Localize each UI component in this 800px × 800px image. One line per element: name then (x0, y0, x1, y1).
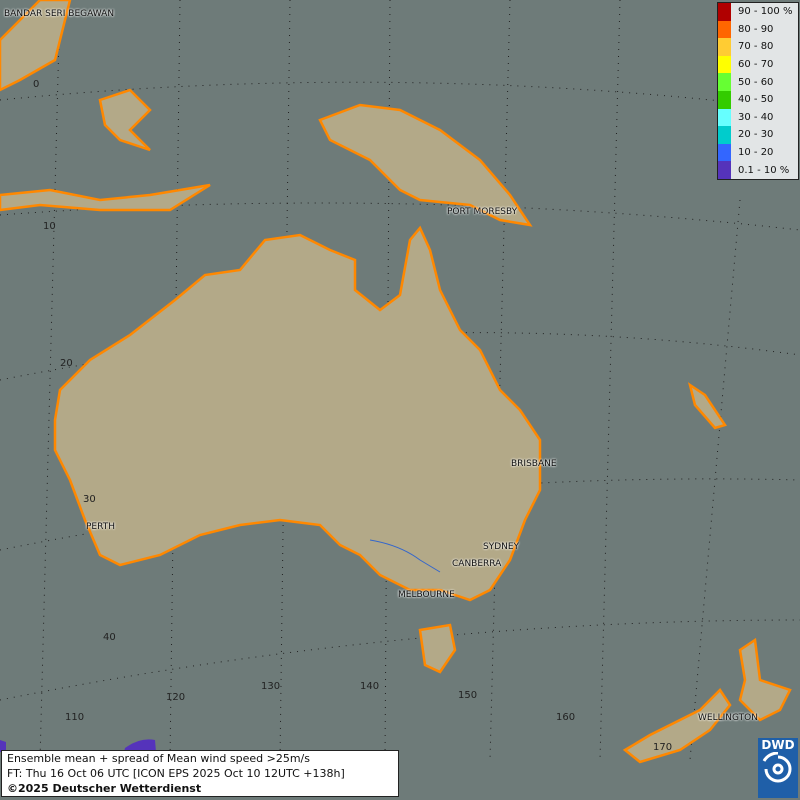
new-zealand-north (738, 637, 792, 722)
legend-item: 90 - 100 % (718, 3, 798, 21)
swirl-icon (762, 751, 792, 783)
tasmania (418, 623, 457, 674)
dwd-logo: DWD (758, 738, 798, 798)
legend-item: 30 - 40 (718, 108, 798, 127)
legend-swatch (718, 55, 731, 74)
city-label: BRISBANE (511, 459, 557, 469)
legend-swatch (718, 38, 731, 56)
lat-label: 10 (43, 221, 56, 232)
legend-label: 50 - 60 (738, 76, 774, 88)
city-label: SYDNEY (483, 542, 520, 552)
legend-item: 20 - 30 (718, 126, 798, 144)
legend-swatch (718, 108, 731, 127)
city-label: PERTH (86, 522, 115, 532)
product-title: Ensemble mean + spread of Mean wind spee… (7, 752, 310, 765)
legend-item: 0.1 - 10 % (718, 161, 798, 179)
legend-swatch (718, 3, 731, 21)
lon-label: 130 (261, 681, 281, 692)
legend-swatch (718, 20, 731, 39)
lon-label: 120 (166, 692, 186, 703)
city-label: MELBOURNE (398, 590, 455, 600)
legend-label: 20 - 30 (738, 129, 774, 141)
legend-swatch (718, 161, 731, 179)
legend-item: 80 - 90 (718, 20, 798, 39)
probability-areas (0, 739, 156, 752)
legend-item: 40 - 50 (718, 90, 798, 109)
legend-item: 60 - 70 (718, 55, 798, 74)
australia (53, 225, 542, 602)
lat-label: 40 (103, 632, 116, 643)
city-label: CANBERRA (452, 559, 502, 569)
legend-label: 90 - 100 % (738, 6, 793, 18)
city-label: BANDAR SERI BEGAWAN (4, 9, 115, 19)
legend-swatch (718, 73, 731, 91)
info-box: Ensemble mean + spread of Mean wind spee… (1, 750, 399, 797)
legend-item: 10 - 20 (718, 143, 798, 162)
landmasses (0, 0, 792, 764)
lon-label: 170 (653, 742, 673, 753)
city-label: PORT MORESBY (447, 207, 518, 217)
legend-swatch (718, 143, 731, 162)
lesser-sunda (0, 183, 211, 212)
legend-label: 40 - 50 (738, 94, 774, 106)
murray-river (369, 539, 441, 573)
legend-label: 80 - 90 (738, 23, 774, 35)
lat-label: 30 (83, 494, 96, 505)
new-zealand-south (622, 688, 732, 764)
legend-item: 50 - 60 (718, 73, 798, 91)
lat-label: 0 (33, 79, 40, 90)
new-guinea (318, 103, 533, 227)
lon-label: 160 (556, 712, 576, 723)
legend-item: 70 - 80 (718, 38, 798, 56)
legend-swatch (718, 90, 731, 109)
forecast-time: FT: Thu 16 Oct 06 UTC [ICON EPS 2025 Oct… (7, 767, 345, 780)
lon-label: 150 (458, 690, 478, 701)
lon-label: 140 (360, 681, 380, 692)
city-label: WELLINGTON (698, 713, 758, 723)
new-caledonia (688, 382, 727, 430)
legend-label: 10 - 20 (738, 147, 774, 159)
legend-swatch (718, 126, 731, 144)
lat-label: 20 (60, 358, 73, 369)
borneo (0, 0, 72, 92)
legend-label: 60 - 70 (738, 59, 774, 71)
sulawesi (98, 88, 152, 152)
logo-text: DWD (761, 738, 795, 752)
legend-label: 0.1 - 10 % (738, 164, 790, 176)
legend-label: 70 - 80 (738, 41, 774, 53)
legend-label: 30 - 40 (738, 111, 774, 123)
legend: 90 - 100 % 80 - 90 70 - 80 60 - 70 50 - 60 40… (717, 2, 799, 180)
copyright: ©2025 Deutscher Wetterdienst (7, 782, 202, 795)
lon-label: 110 (65, 712, 85, 723)
